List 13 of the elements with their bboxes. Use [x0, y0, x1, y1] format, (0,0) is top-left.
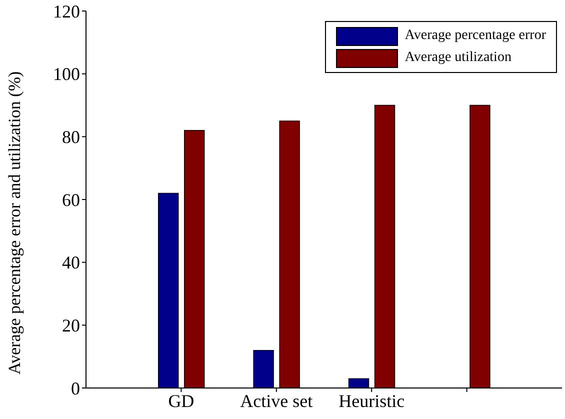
x-tick-label: GD: [168, 390, 194, 411]
y-tick-label: 20: [62, 316, 80, 336]
legend-label: Average percentage error: [404, 28, 546, 44]
y-tick-label: 80: [62, 127, 80, 148]
x-tick-label: Heuristic: [338, 390, 405, 411]
x-tick-label: Active set: [240, 390, 313, 411]
legend-label: Average utilization: [404, 50, 512, 66]
y-tick-label: 100: [53, 64, 80, 84]
y-tick-label: 0: [71, 378, 80, 398]
y-axis-title: Average percentage error and utilization (%): [5, 71, 24, 374]
y-tick-label: 40: [62, 252, 80, 273]
y-tick-label: 120: [53, 1, 80, 22]
y-tick-label: 60: [62, 190, 80, 210]
